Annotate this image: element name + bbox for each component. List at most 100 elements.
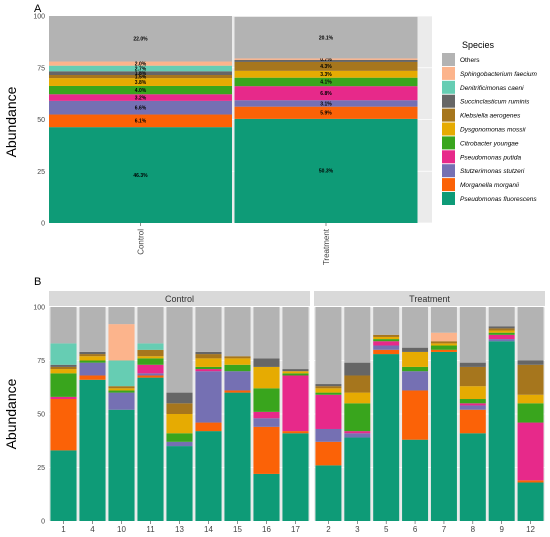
panel-b-x-tick-label-control: 4 <box>90 525 95 534</box>
panel-a-y-tick-label: 0 <box>41 221 45 228</box>
panel-b-x-tick-label-treatment: 8 <box>471 525 476 534</box>
panel-b-x-tick-label-control: 1 <box>61 525 66 534</box>
panel-b-x-tick-label-treatment: 9 <box>499 525 504 534</box>
panel-b-bar-control-1-klebsiella-aerogenes <box>50 366 77 370</box>
panel-b-bar-treatment-9-dysgonomonas-mossii <box>488 330 515 333</box>
panel-a-bar-treatment-citrobacter-youngae <box>234 77 418 87</box>
legend-label-succinclasticum-ruminis: Succinclasticum ruminis <box>460 99 530 106</box>
panel-a-bar-treatment-others <box>234 16 418 59</box>
panel-b-bar-treatment-2-citrobacter-youngae <box>315 392 342 395</box>
panel-b-bar-control-1-denitrificimonas-caeni <box>50 343 77 365</box>
panel-b-bar-control-15-morganella-morganii <box>224 390 251 393</box>
panel-b-bar-control-16-morganella-morganii <box>253 426 280 474</box>
panel-a-y-axis-label: Abundance <box>3 86 19 157</box>
panel-b-x-tick-label-treatment: 3 <box>355 525 360 534</box>
panel-b-bar-treatment-8-stutzerimonas-stutzeri <box>459 405 486 410</box>
panel-a-bar-treatment-sphingobacterium-faecium <box>234 58 418 60</box>
panel-b-x-tick-label-treatment: 7 <box>442 525 447 534</box>
panel-a-bar-treatment-klebsiella-aerogenes <box>234 61 418 71</box>
panel-a-y-tick-label: 75 <box>37 65 45 72</box>
panel-a-bar-control-klebsiella-aerogenes <box>49 74 232 79</box>
panel-a-bar-control-denitrificimonas-caeni <box>49 65 232 72</box>
panel-b-bar-treatment-2-succinclasticum-ruminis <box>315 384 342 387</box>
panel-b-bar-treatment-3-pseudomonas-fluorescens <box>344 437 371 521</box>
panel-b-bar-control-1-succinclasticum-ruminis <box>50 364 77 367</box>
panel-a-bar-control-stutzerimonas-stutzeri <box>49 100 232 115</box>
panel-b-bar-control-14-succinclasticum-ruminis <box>195 351 222 355</box>
panel-b-bar-control-4-morganella-morganii <box>79 375 106 380</box>
panel-b-bar-treatment-9-stutzerimonas-stutzeri <box>488 339 515 342</box>
panel-b-bar-treatment-9-pseudomonas-putida <box>488 334 515 340</box>
panel-b-y-tick-label: 25 <box>37 465 45 472</box>
panel-a-pct-label: 2.0% <box>135 61 147 67</box>
panel-a-bar-control-pseudomonas-putida <box>49 94 232 101</box>
panel-a-pct-label: 3.1% <box>320 101 332 107</box>
panel-b-y-tick-label: 50 <box>37 412 45 419</box>
legend-label-pseudomonas-fluorescens: Pseudomonas fluorescens <box>460 196 537 203</box>
panel-b-bar-control-11-pseudomonas-fluorescens <box>137 377 164 521</box>
panel-b-bar-treatment-9-pseudomonas-fluorescens <box>488 341 515 521</box>
panel-a-pct-label: 3.3% <box>320 72 332 78</box>
panel-b-bar-treatment-12-others <box>517 307 544 361</box>
panel-b-bar-treatment-3-others <box>344 307 371 363</box>
legend-label-sphingobacterium-faecium: Sphingobacterium faecium <box>460 71 538 78</box>
legend-swatch-citrobacter-youngae <box>442 136 455 150</box>
panel-b-x-tick-label-treatment: 12 <box>526 525 535 534</box>
panel-b-x-tick-label-treatment: 2 <box>326 525 331 534</box>
panel-b-bar-treatment-6-morganella-morganii <box>402 390 429 440</box>
legend-label-dysgonomonas-mossii: Dysgonomonas mossii <box>460 127 526 134</box>
panel-b-bar-control-10-stutzerimonas-stutzeri <box>108 392 135 410</box>
panel-b-bar-control-1-morganella-morganii <box>50 399 77 451</box>
panel-b-bar-treatment-8-pseudomonas-putida <box>459 403 486 406</box>
panel-b-x-tick-label-control: 11 <box>146 525 155 534</box>
panel-b-bar-control-13-stutzerimonas-stutzeri <box>166 441 193 447</box>
panel-a-bar-treatment-stutzerimonas-stutzeri <box>234 100 418 107</box>
panel-a-y-tick-label: 100 <box>33 14 45 21</box>
panel-b-bar-control-10-klebsiella-aerogenes <box>108 386 135 389</box>
panel-b-bar-control-16-dysgonomonas-mossii <box>253 366 280 389</box>
panel-b-bar-treatment-6-citrobacter-youngae <box>402 366 429 372</box>
panel-b-bar-control-11-stutzerimonas-stutzeri <box>137 373 164 376</box>
facet-label-control: Control <box>165 294 194 304</box>
panel-a-pct-label: 5.9% <box>320 111 332 117</box>
panel-b-bar-treatment-12-succinclasticum-ruminis <box>517 360 544 365</box>
legend-title: Species <box>462 40 495 50</box>
panel-b-bar-control-4-others <box>79 307 106 352</box>
panel-b-bar-control-17-succinclasticum-ruminis <box>282 369 309 372</box>
legend-label-morganella-morganii: Morganella morganii <box>460 182 519 189</box>
panel-b-bar-control-11-klebsiella-aerogenes <box>137 349 164 357</box>
panel-b-bar-control-17-pseudomonas-putida <box>282 375 309 432</box>
panel-b-bar-control-15-pseudomonas-fluorescens <box>224 392 251 521</box>
panel-b-bar-treatment-8-others <box>459 307 486 363</box>
panel-b-bar-control-16-citrobacter-youngae <box>253 388 280 412</box>
panel-b-bar-control-1-pseudomonas-fluorescens <box>50 450 77 521</box>
panel-b-bar-control-4-succinclasticum-ruminis <box>79 351 106 355</box>
panel-a-pct-label: 50.3% <box>319 169 334 175</box>
panel-b-bar-treatment-2-morganella-morganii <box>315 441 342 466</box>
panel-a-pct-label: 6.8% <box>320 91 332 97</box>
panel-a-bar-treatment-morganella-morganii <box>234 106 418 119</box>
panel-a-pct-label: 2.7% <box>135 66 147 72</box>
panel-a-pct-label: 4.1% <box>320 80 332 86</box>
panel-b-bar-treatment-9-citrobacter-youngae <box>488 332 515 335</box>
panel-a-bar-control-dysgonomonas-mossii <box>49 78 232 86</box>
panel-b-bar-control-10-citrobacter-youngae <box>108 390 135 393</box>
panel-b-bar-treatment-5-others <box>373 307 400 335</box>
panel-b-bar-treatment-12-pseudomonas-fluorescens <box>517 482 544 521</box>
panel-b-bar-control-14-citrobacter-youngae <box>195 366 222 370</box>
panel-b-bar-treatment-5-dysgonomonas-mossii <box>373 336 400 340</box>
panel-b-bar-control-14-pseudomonas-fluorescens <box>195 431 222 521</box>
panel-b-x-tick-label-control: 16 <box>262 525 271 534</box>
panel-b-bar-treatment-2-pseudomonas-fluorescens <box>315 465 342 521</box>
panel-a-bar-control-pseudomonas-fluorescens <box>49 127 232 223</box>
panel-b-bar-treatment-8-dysgonomonas-mossii <box>459 386 486 400</box>
panel-b-bar-control-17-others <box>282 307 309 370</box>
panel-b-bar-treatment-5-pseudomonas-fluorescens <box>373 354 400 521</box>
panel-b-bar-control-14-stutzerimonas-stutzeri <box>195 371 222 423</box>
panel-b-x-tick-label-control: 10 <box>117 525 126 534</box>
panel-b-bar-control-11-morganella-morganii <box>137 375 164 378</box>
panel-b-bar-treatment-3-pseudomonas-putida <box>344 431 371 434</box>
panel-b-bar-treatment-7-klebsiella-aerogenes <box>430 341 457 344</box>
panel-b-bar-control-13-citrobacter-youngae <box>166 433 193 442</box>
